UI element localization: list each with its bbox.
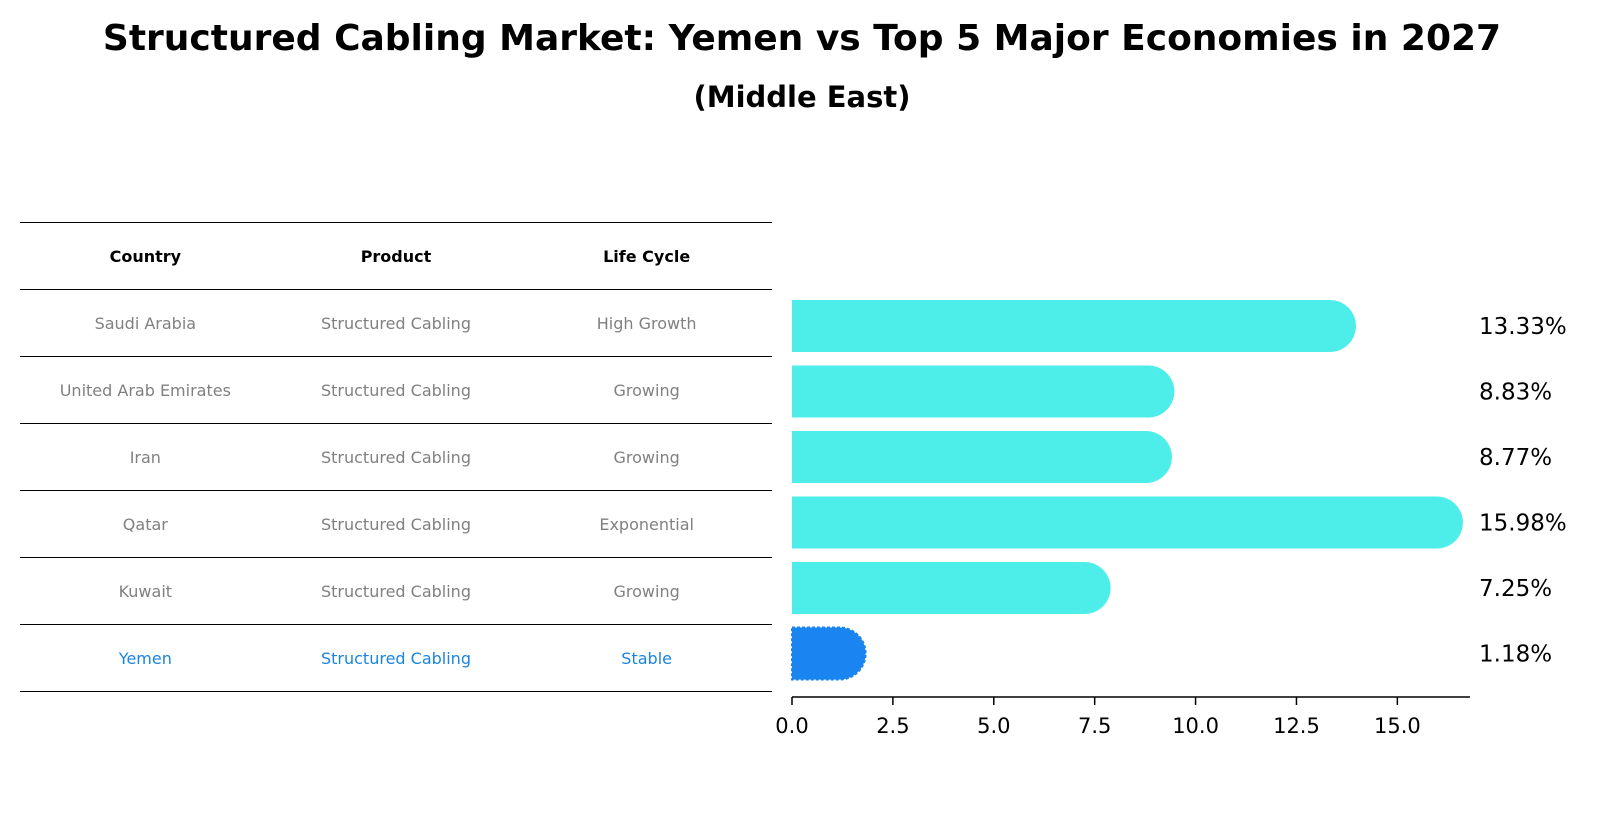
- country-table: Country Product Life Cycle Saudi Arabia …: [20, 222, 772, 692]
- table-row-highlight: Yemen Structured Cabling Stable: [20, 624, 772, 692]
- cell-life-cycle: Growing: [613, 581, 680, 601]
- bar-iran: [792, 431, 1172, 483]
- cell-product: Structured Cabling: [320, 581, 471, 601]
- cell-life-cycle: Exponential: [599, 514, 694, 534]
- cell-product: Structured Cabling: [320, 648, 471, 668]
- value-label: 13.33%: [1479, 314, 1567, 340]
- cell-country: Saudi Arabia: [94, 313, 197, 333]
- chart-subtitle: (Middle East): [693, 80, 911, 114]
- table-row: Saudi Arabia Structured Cabling High Gro…: [20, 289, 772, 356]
- cell-life-cycle: Growing: [613, 380, 680, 400]
- table-row: Iran Structured Cabling Growing: [20, 423, 772, 490]
- x-tick-label: 12.5: [1273, 714, 1320, 738]
- value-label: 15.98%: [1479, 511, 1567, 537]
- bar-yemen: [791, 626, 867, 681]
- cell-product: Structured Cabling: [320, 447, 471, 467]
- cell-life-cycle: Growing: [613, 447, 680, 467]
- cell-country: Kuwait: [118, 581, 173, 601]
- bar-saudi-arabia: [792, 300, 1356, 352]
- x-tick-label: 7.5: [1078, 714, 1111, 738]
- x-tick-label: 10.0: [1172, 714, 1219, 738]
- table-row: United Arab Emirates Structured Cabling …: [20, 356, 772, 423]
- value-label: 8.77%: [1479, 445, 1552, 471]
- cell-life-cycle: High Growth: [596, 313, 697, 333]
- header-product: Product: [360, 246, 432, 266]
- value-labels-layer: 13.33% 8.83% 8.77% 15.98% 7.25% 1.18%: [1479, 314, 1567, 668]
- table-header-row: Country Product Life Cycle: [20, 222, 772, 289]
- table-row: Qatar Structured Cabling Exponential: [20, 490, 772, 557]
- bars-layer: [791, 300, 1463, 681]
- cell-product: Structured Cabling: [320, 380, 471, 400]
- cell-life-cycle: Stable: [621, 648, 672, 668]
- chart-title: Structured Cabling Market: Yemen vs Top …: [102, 18, 1502, 59]
- cell-country: Yemen: [118, 648, 172, 668]
- bar-qatar: [792, 496, 1463, 549]
- value-label: 8.83%: [1479, 380, 1552, 406]
- x-tick-label: 5.0: [977, 714, 1010, 738]
- table-row: Kuwait Structured Cabling Growing: [20, 557, 772, 624]
- value-label: 7.25%: [1479, 576, 1552, 602]
- header-country: Country: [109, 246, 182, 266]
- value-label: 1.18%: [1479, 642, 1552, 668]
- cell-country: United Arab Emirates: [59, 380, 231, 400]
- bar-kuwait: [792, 562, 1111, 614]
- x-axis: 0.0 2.5 5.0 7.5 10.0 12.5 15.0: [775, 696, 1470, 738]
- cell-product: Structured Cabling: [320, 313, 471, 333]
- cell-country: Qatar: [122, 514, 168, 534]
- header-life-cycle: Life Cycle: [603, 246, 691, 266]
- x-tick-label: 15.0: [1374, 714, 1421, 738]
- cell-product: Structured Cabling: [320, 514, 471, 534]
- x-tick-label: 2.5: [876, 714, 909, 738]
- x-tick-label: 0.0: [775, 714, 808, 738]
- bar-united-arab-emirates: [792, 365, 1175, 418]
- cell-country: Iran: [129, 447, 161, 467]
